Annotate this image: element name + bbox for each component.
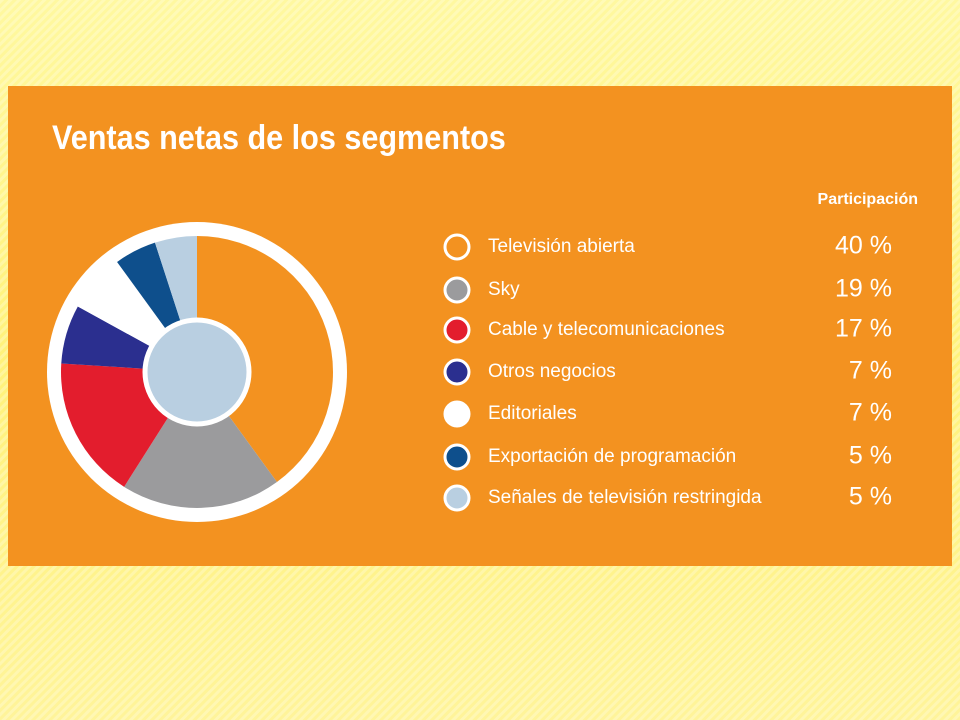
- legend-label: Sky: [488, 279, 520, 300]
- value-label: 17 %: [835, 315, 892, 343]
- value-label: 40 %: [835, 232, 892, 260]
- value-label: 5 %: [849, 483, 892, 511]
- legend-marker: [443, 443, 471, 471]
- legend-marker: [443, 276, 471, 304]
- value-label: 7 %: [849, 357, 892, 385]
- legend-label: Otros negocios: [488, 361, 616, 382]
- value-label: 5 %: [849, 442, 892, 470]
- legend-label: Televisión abierta: [488, 236, 635, 257]
- pie-slice: [197, 236, 333, 483]
- legend-marker: [443, 316, 471, 344]
- pie-hole: [142, 317, 252, 427]
- legend-marker: [443, 400, 471, 428]
- value-header: Participación: [818, 191, 918, 208]
- pie-slice: [124, 372, 277, 508]
- legend-label: Editoriales: [488, 403, 577, 424]
- legend-marker: [443, 358, 471, 386]
- chart-title: Ventas netas de los segmentos: [52, 119, 506, 157]
- value-label: 19 %: [835, 275, 892, 303]
- value-label: 7 %: [849, 399, 892, 427]
- legend-marker: [443, 233, 471, 261]
- legend-marker: [443, 484, 471, 512]
- legend-label: Cable y telecomunicaciones: [488, 319, 725, 340]
- legend: Televisión abierta 40 % Sky 19 % Cable y tel…: [443, 232, 892, 512]
- legend-label: Señales de televisión restringida: [488, 487, 762, 508]
- legend-label: Exportación de programación: [488, 446, 736, 467]
